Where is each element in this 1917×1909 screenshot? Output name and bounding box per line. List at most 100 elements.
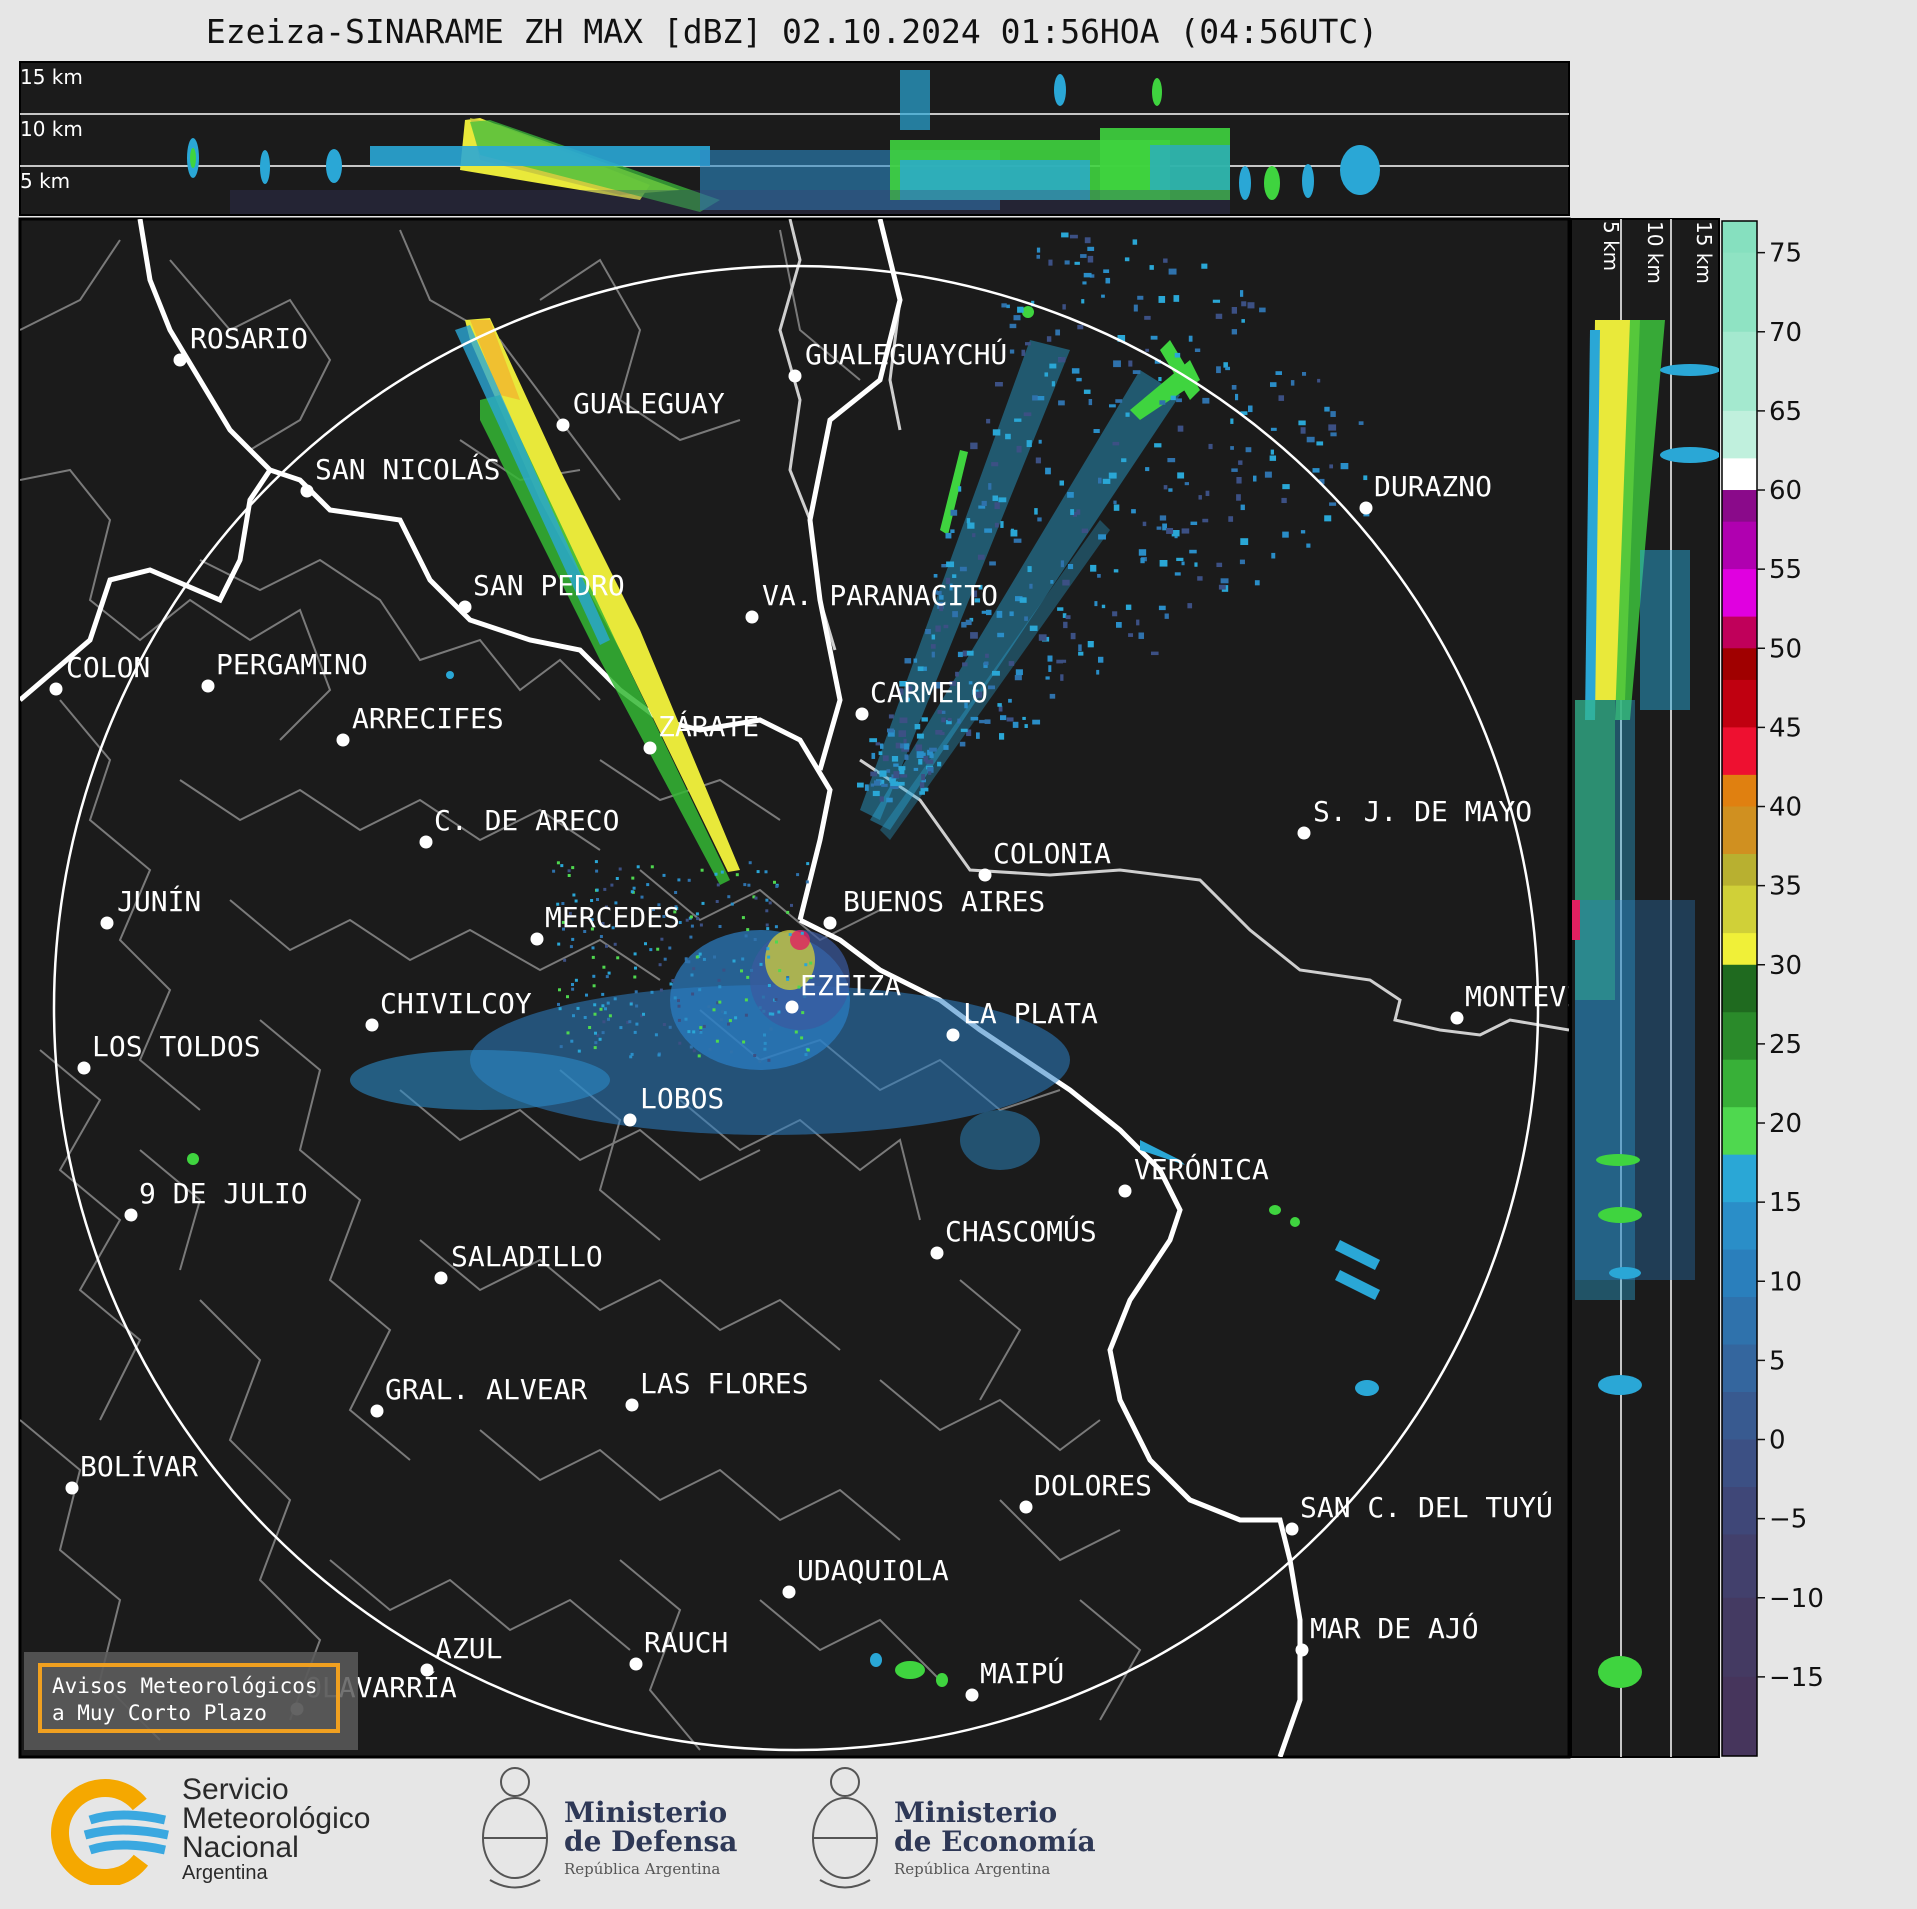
echo-speckle bbox=[1038, 634, 1047, 641]
colorbar-tick-label: 25 bbox=[1769, 1030, 1802, 1060]
echo-speckle bbox=[631, 876, 635, 880]
echo-speckle bbox=[1059, 480, 1064, 486]
colorbar-band bbox=[1722, 1392, 1757, 1441]
echo-speckle bbox=[700, 868, 704, 872]
echo-speckle bbox=[702, 1024, 706, 1028]
echo-speckle bbox=[962, 650, 967, 657]
echo-speckle bbox=[1225, 366, 1231, 371]
echo-speckle bbox=[699, 1026, 703, 1030]
echo-speckle bbox=[1270, 449, 1274, 455]
echo-speckle bbox=[1171, 530, 1180, 537]
city-dot bbox=[1118, 1184, 1132, 1198]
city-dot bbox=[782, 1585, 796, 1599]
echo-speckle bbox=[878, 751, 883, 756]
echo-speckle bbox=[754, 896, 758, 900]
echo-speckle bbox=[1132, 370, 1141, 374]
echo-speckle bbox=[605, 944, 608, 948]
echo-speckle bbox=[1163, 485, 1168, 490]
echo-speckle bbox=[1298, 420, 1306, 426]
echo-speckle bbox=[574, 978, 578, 982]
echo-speckle bbox=[994, 522, 999, 528]
echo-speckle bbox=[904, 658, 912, 664]
echo-speckle bbox=[673, 910, 677, 914]
city-label: CARMELO bbox=[870, 676, 988, 709]
echo-speckle bbox=[773, 880, 776, 884]
echo-speckle bbox=[1014, 675, 1022, 681]
echo-speckle bbox=[734, 1016, 738, 1020]
echo-speckle bbox=[879, 770, 887, 777]
echo-speckle bbox=[960, 728, 968, 732]
echo-speckle bbox=[1236, 477, 1242, 484]
city-label: ROSARIO bbox=[190, 322, 308, 355]
echo-speckle bbox=[556, 902, 560, 906]
echo-speckle bbox=[1138, 632, 1145, 639]
echo-speckle bbox=[1282, 531, 1289, 538]
echo-speckle bbox=[998, 705, 1003, 712]
echo-speckle bbox=[590, 899, 594, 902]
echo-speckle bbox=[556, 861, 560, 865]
echo-speckle bbox=[1017, 306, 1024, 313]
echo-speckle bbox=[571, 983, 574, 986]
city-layer: ROSARIO GUALEGUAYCHÚ GUALEGUAY SAN NICOLÁS D… bbox=[49, 322, 1634, 1716]
echo-speckle bbox=[1253, 475, 1257, 482]
echo-speckle bbox=[1358, 421, 1364, 425]
echo-speckle bbox=[590, 927, 594, 931]
echo-speckle bbox=[1330, 411, 1336, 417]
echo-speckle bbox=[1270, 427, 1277, 431]
echo-speckle bbox=[1128, 633, 1134, 637]
city-pergamino: PERGAMINO bbox=[201, 648, 368, 693]
echo-speckle bbox=[939, 731, 945, 736]
echo-speckle bbox=[986, 418, 991, 424]
echo-speckle bbox=[1177, 472, 1185, 479]
echo-speckle bbox=[935, 730, 943, 735]
echo-speckle bbox=[891, 756, 899, 762]
echo-speckle bbox=[895, 742, 901, 749]
colorbar-tick-label: 60 bbox=[1769, 476, 1802, 506]
echo-speckle bbox=[1154, 443, 1162, 448]
echo-speckle bbox=[1188, 335, 1193, 342]
echo-speckle bbox=[1247, 302, 1255, 309]
top-alt-label-5: 5 km bbox=[20, 169, 70, 193]
echo-speckle bbox=[1181, 528, 1190, 534]
echo-speckle bbox=[636, 865, 640, 869]
echo-speckle bbox=[1013, 538, 1022, 543]
alert-line-1: Avisos Meteorológicos bbox=[52, 1674, 318, 1698]
echo-speckle bbox=[1174, 572, 1181, 576]
echo-speckle bbox=[1069, 234, 1078, 239]
echo-speckle bbox=[566, 1031, 570, 1035]
echo-speckle bbox=[1231, 329, 1238, 335]
echo-speckle bbox=[644, 942, 647, 946]
echo-speckle bbox=[1167, 458, 1176, 463]
echo-speckle bbox=[1240, 538, 1249, 546]
echo-speckle bbox=[1128, 360, 1133, 367]
echo-speckle bbox=[568, 911, 572, 915]
echo-speckle bbox=[687, 960, 691, 964]
echo-speckle bbox=[758, 1059, 762, 1063]
echo-speckle bbox=[635, 1022, 639, 1026]
echo-speckle bbox=[599, 935, 603, 938]
echo-speckle bbox=[1087, 246, 1095, 251]
city-label: S. J. DE MAYO bbox=[1313, 795, 1532, 828]
city-label: GUALEGUAY bbox=[573, 387, 725, 420]
echo-speckle bbox=[1163, 258, 1168, 263]
echo-speckle bbox=[771, 1012, 775, 1016]
top-alt-label-10: 10 km bbox=[20, 117, 83, 141]
echo-speckle bbox=[913, 658, 918, 663]
echo-speckle bbox=[610, 883, 614, 887]
city-label: MAIPÚ bbox=[980, 1656, 1064, 1690]
echo-speckle bbox=[959, 741, 966, 747]
city-label: MONTEVIDEO bbox=[1465, 980, 1634, 1013]
echo-speckle bbox=[1240, 290, 1244, 297]
echo-speckle bbox=[1096, 669, 1100, 675]
city-dot bbox=[65, 1481, 79, 1495]
echo-speckle bbox=[746, 928, 750, 932]
city-gral-alvear: GRAL. ALVEAR bbox=[370, 1373, 587, 1418]
echo-speckle bbox=[594, 1031, 597, 1035]
echo-speckle bbox=[712, 1008, 716, 1012]
echo-speckle bbox=[650, 990, 654, 994]
echo-speckle bbox=[991, 462, 999, 467]
smn-line-1: Servicio bbox=[182, 1773, 289, 1806]
echo-speckle bbox=[1049, 363, 1057, 369]
echo-speckle bbox=[558, 1007, 562, 1011]
echo-speckle bbox=[903, 743, 910, 750]
